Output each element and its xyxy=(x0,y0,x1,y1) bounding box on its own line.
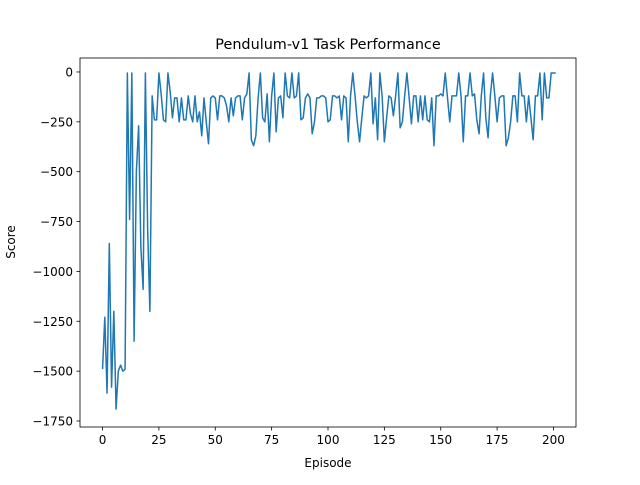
y-axis-label: Score xyxy=(4,225,18,259)
x-tick-label: 100 xyxy=(317,433,340,447)
y-tick-label: −1250 xyxy=(32,315,73,329)
x-tick-label: 200 xyxy=(542,433,565,447)
y-tick-label: −1500 xyxy=(32,365,73,379)
y-tick-label: −1750 xyxy=(32,415,73,429)
x-tick-label: 75 xyxy=(264,433,279,447)
x-tick-label: 125 xyxy=(373,433,396,447)
y-tick-label: −750 xyxy=(40,215,73,229)
x-tick-label: 150 xyxy=(429,433,452,447)
x-tick-label: 175 xyxy=(486,433,509,447)
y-axis: 0 −250 −500 −750 −1000 −1250 −1500 −1750 xyxy=(32,65,80,429)
plot-area xyxy=(101,72,556,410)
y-tick-label: −1000 xyxy=(32,265,73,279)
chart-title: Pendulum-v1 Task Performance xyxy=(215,37,441,53)
x-axis-label: Episode xyxy=(304,456,351,470)
y-tick-label: −500 xyxy=(40,165,73,179)
x-tick-label: 25 xyxy=(151,433,166,447)
x-tick-label: 0 xyxy=(99,433,107,447)
y-tick-label: 0 xyxy=(65,65,73,79)
x-tick-label: 50 xyxy=(208,433,223,447)
x-axis: 0 25 50 75 100 125 150 175 200 xyxy=(99,427,565,447)
y-tick-label: −250 xyxy=(40,115,73,129)
series-line xyxy=(101,72,556,410)
